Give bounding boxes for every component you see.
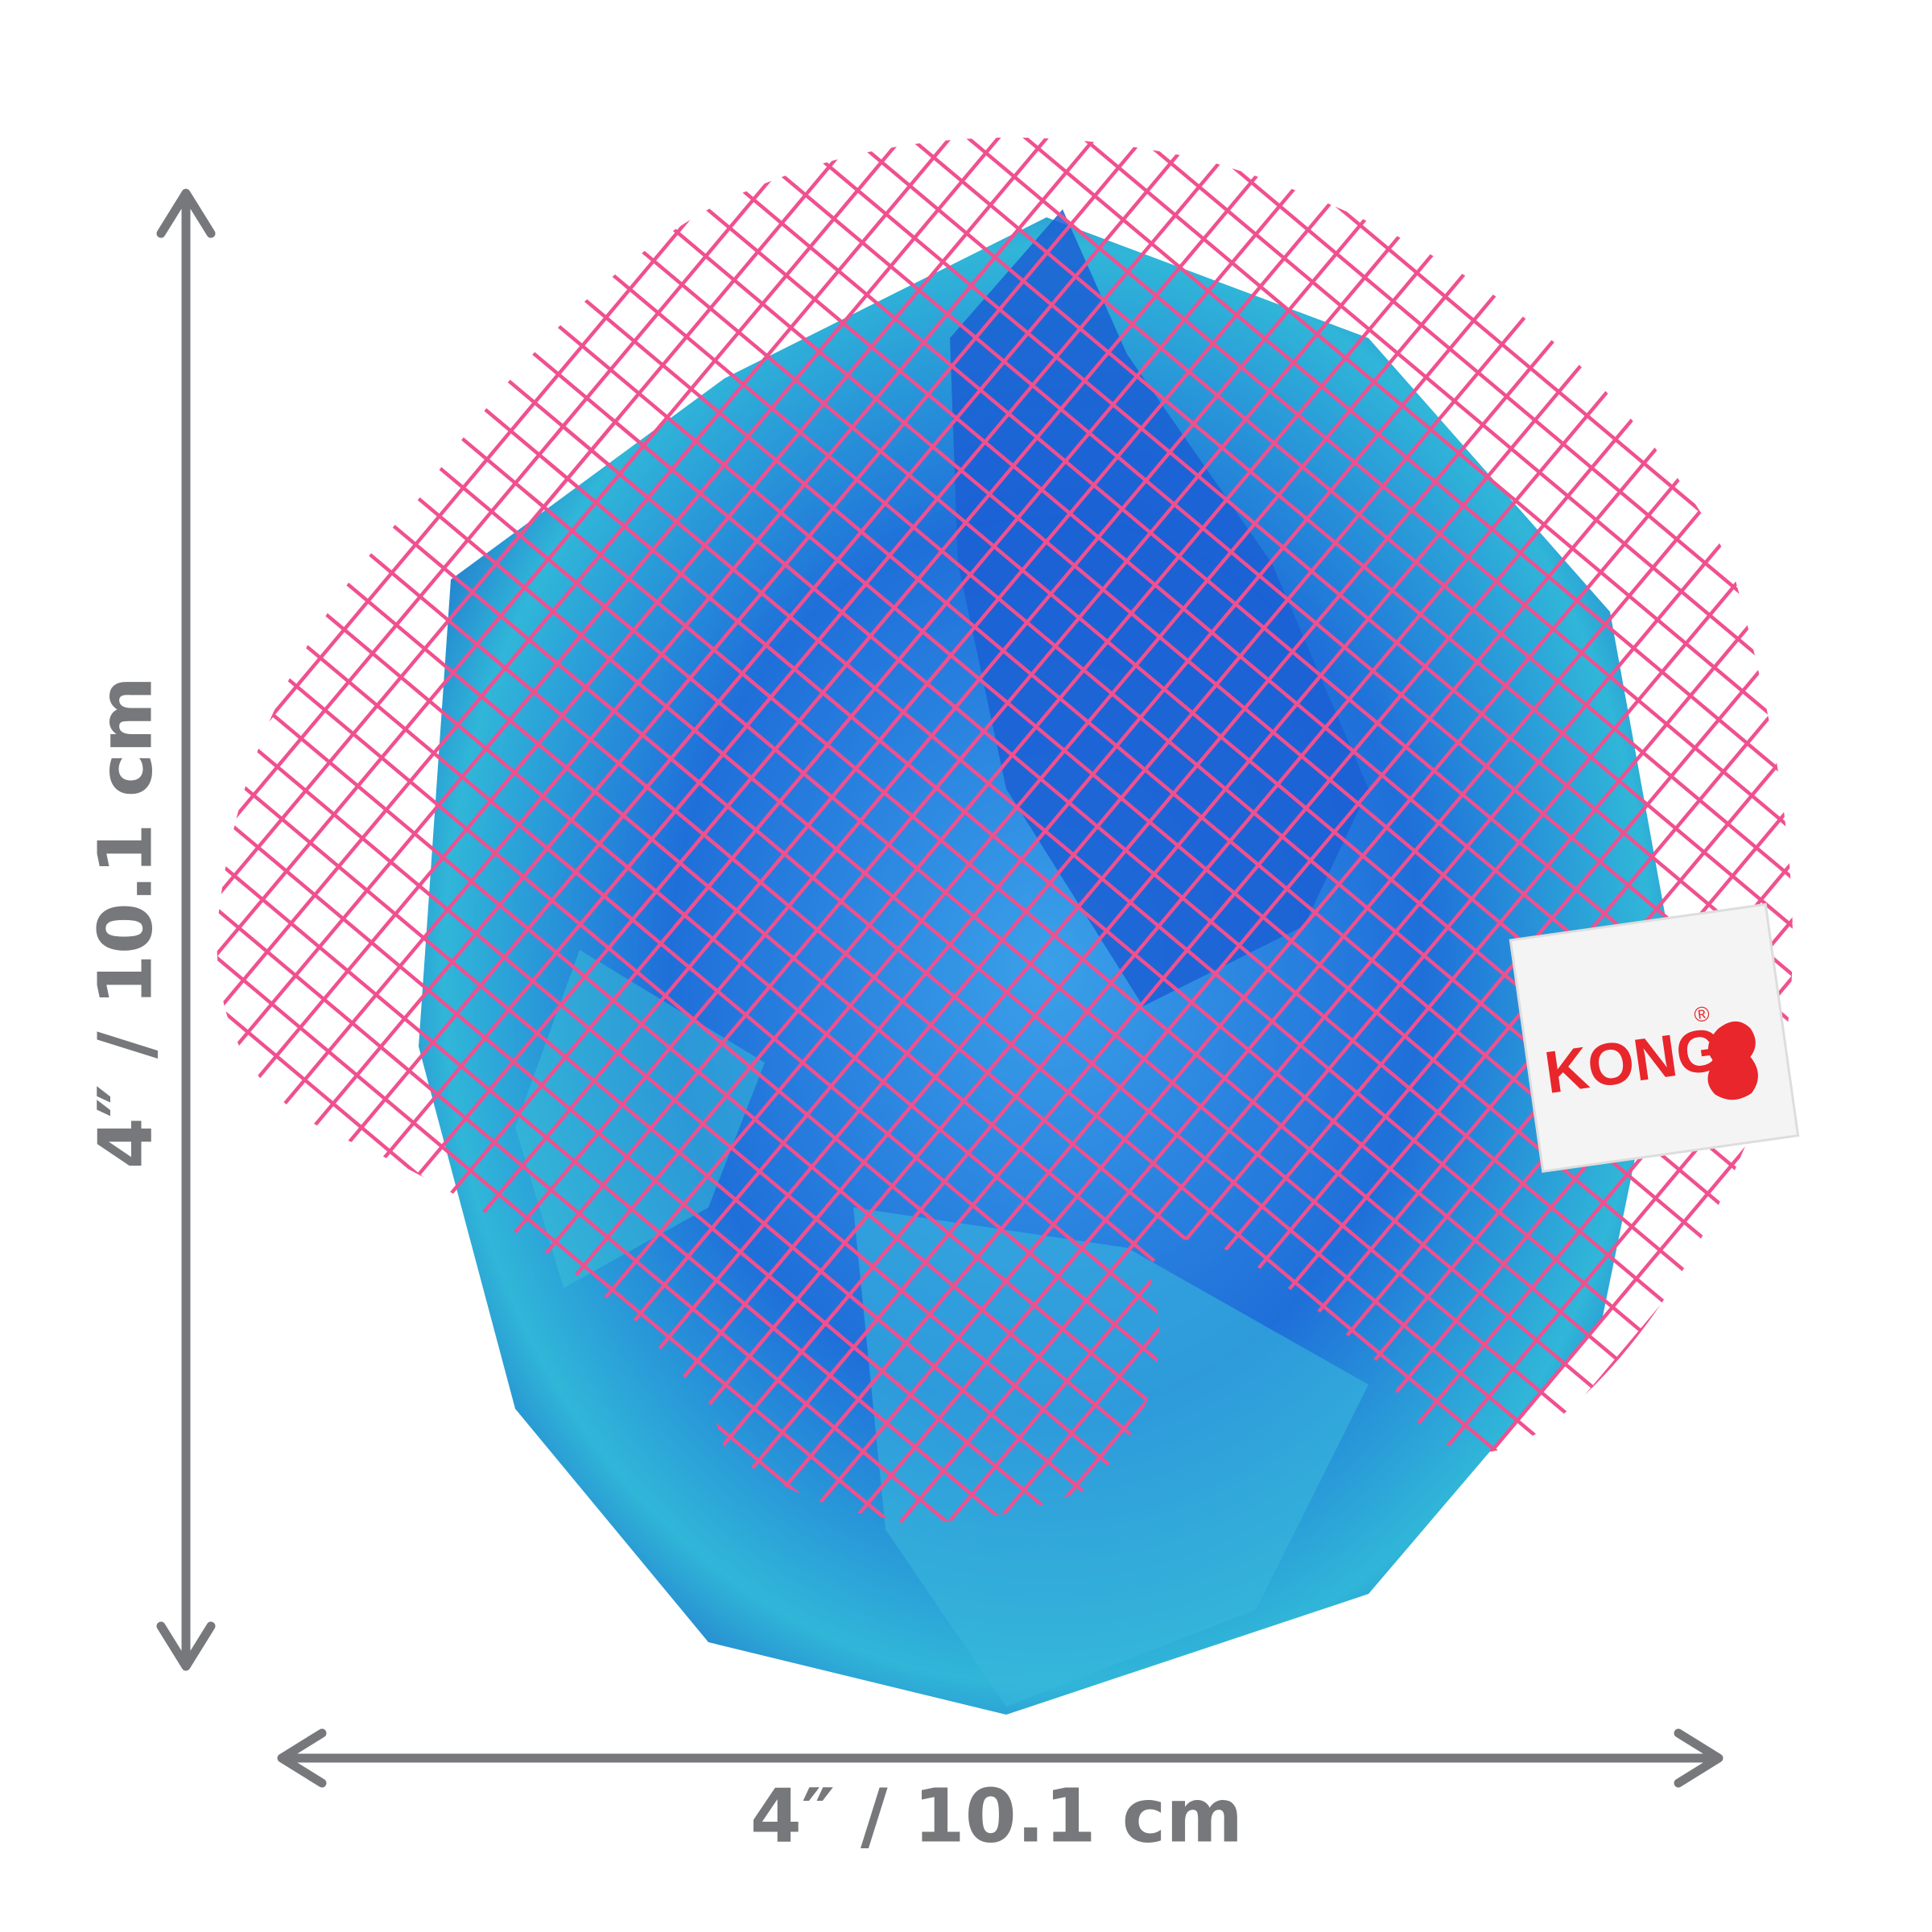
arrow-head xyxy=(277,1728,327,1788)
brand-tag: KONG ® xyxy=(1509,902,1800,1173)
height-label: 4″ / 10.1 cm xyxy=(82,676,168,1169)
tag-label xyxy=(1509,902,1800,1173)
arrow-head xyxy=(156,188,216,238)
brand-logo xyxy=(1707,1021,1758,1100)
cat-toy-ball xyxy=(217,137,1793,1715)
height-dimension: 4″ / 10.1 cm xyxy=(82,188,216,1671)
arrow-head xyxy=(1674,1728,1724,1788)
pink-mesh xyxy=(660,1200,1159,1521)
pink-mesh xyxy=(480,417,980,950)
trademark: ® xyxy=(1692,1001,1711,1027)
width-label: 4″ / 10.1 cm xyxy=(750,1773,1243,1859)
width-dimension: 4″ / 10.1 cm xyxy=(277,1728,1724,1859)
arrow-head xyxy=(156,1621,216,1671)
